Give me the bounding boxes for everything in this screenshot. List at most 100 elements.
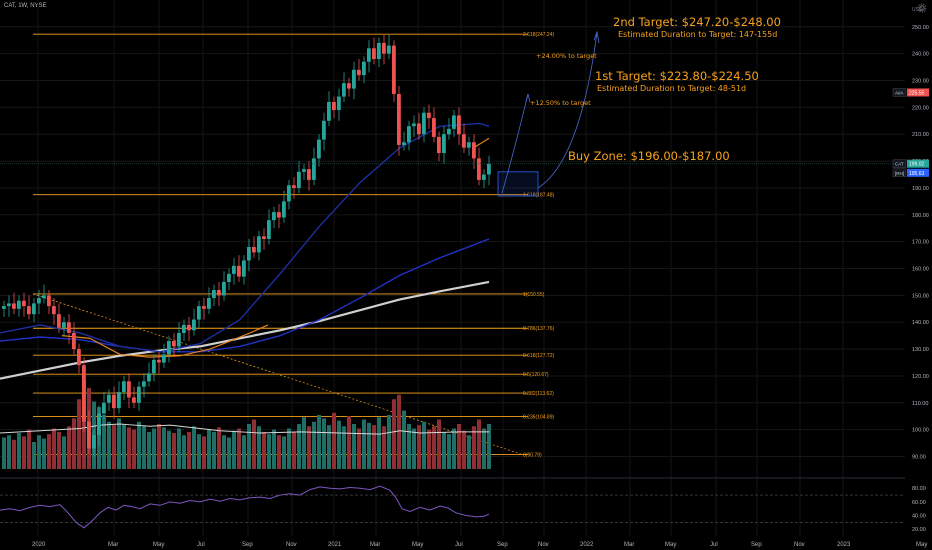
candle-body xyxy=(177,332,181,347)
volume-bar xyxy=(462,430,466,469)
target1-title: 1st Target: $223.80-$224.50 xyxy=(595,69,759,83)
ma-20-line xyxy=(61,324,269,358)
volume-bar xyxy=(387,415,391,469)
target1-arc xyxy=(501,93,529,194)
volume-bar xyxy=(2,437,6,469)
price-tag-box xyxy=(907,88,929,97)
volume-bar xyxy=(402,410,406,469)
time-tick-label: 2022 xyxy=(580,542,594,548)
currency-label: USD xyxy=(912,7,923,13)
candlesticks xyxy=(2,34,491,457)
candle-body xyxy=(462,134,466,148)
candle-body xyxy=(182,324,186,333)
time-axis: 2020 Mar May Jul Sep Nov 2021 Mar May Jul Sep Nov 20… xyxy=(32,542,927,548)
candle-body xyxy=(97,413,101,436)
candle-body xyxy=(437,136,441,154)
volume-bar xyxy=(222,435,226,469)
price-tick-label: 230.00 xyxy=(912,79,929,85)
candle-body xyxy=(37,298,41,304)
candle-body xyxy=(157,359,161,363)
volume-bars xyxy=(0,381,491,469)
volume-bar xyxy=(17,433,21,469)
price-axis: USD 90.00 100.00 110.00 120.00 130.00 140.00 15… xyxy=(892,7,929,533)
volume-bar xyxy=(342,426,346,469)
volume-bar xyxy=(192,426,196,469)
time-tick-label: Nov xyxy=(538,542,549,548)
candle-body xyxy=(422,112,426,135)
candle-body xyxy=(377,42,381,60)
pct-12-label: +12.50% to target xyxy=(530,99,591,107)
candle-body xyxy=(77,349,81,366)
price-tag-box xyxy=(907,168,929,177)
ma-100-line xyxy=(0,238,490,353)
volume-bar xyxy=(457,424,461,469)
candle-body xyxy=(252,247,256,253)
volume-bar xyxy=(432,426,436,469)
candle-body xyxy=(427,112,431,119)
volume-bar xyxy=(372,425,376,469)
time-tick-label: Sep xyxy=(242,542,253,548)
candle-body xyxy=(207,298,211,309)
pct-24-label: +24.00% to target xyxy=(536,52,597,60)
grid-lines xyxy=(0,0,905,536)
volume-bar xyxy=(202,436,206,469)
volume-bar xyxy=(72,418,76,469)
candle-body xyxy=(267,220,271,239)
candle-body xyxy=(187,324,191,331)
volume-bar xyxy=(127,427,131,469)
volume-bar xyxy=(452,428,456,469)
volume-bar xyxy=(247,424,251,469)
volume-bar xyxy=(42,438,46,469)
time-tick-label: Mar xyxy=(624,542,634,548)
settings-gear-icon[interactable] xyxy=(917,3,927,13)
volume-bar xyxy=(187,431,191,469)
fib-level-label: 0.618(127.72) xyxy=(523,353,554,359)
target2-title: 2nd Target: $247.20-$248.00 xyxy=(613,15,781,29)
price-tag-symbol-box xyxy=(892,168,907,178)
price-tag-box xyxy=(907,159,929,168)
candle-body xyxy=(232,265,236,274)
price-tag-symbol: [RH] xyxy=(895,171,904,176)
price-tick-label: 250.00 xyxy=(912,25,929,31)
buy-zone-label: Buy Zone: $196.00-$187.00 xyxy=(568,149,730,163)
time-tick-label: Mar xyxy=(108,542,118,548)
volume-bar xyxy=(102,415,106,469)
target2-duration: Estimated Duration to Target: 147-155d xyxy=(618,30,778,39)
price-tag-symbol: AVA xyxy=(895,90,903,95)
candle-body xyxy=(62,322,66,328)
candle-body xyxy=(307,169,311,180)
time-tick-label: May xyxy=(665,542,676,548)
volume-bar xyxy=(317,415,321,469)
price-tick-label: 160.00 xyxy=(912,267,929,273)
candle-body xyxy=(397,93,401,145)
volume-bar xyxy=(297,424,301,469)
time-tick-label: May xyxy=(916,542,927,548)
volume-bar xyxy=(397,394,401,469)
volume-bar xyxy=(382,426,386,469)
volume-bar xyxy=(237,428,241,469)
volume-bar xyxy=(162,427,166,469)
candle-body xyxy=(122,381,126,393)
candle-body xyxy=(387,45,391,54)
fib-level-label: 1(150.55) xyxy=(523,292,545,298)
volume-bar xyxy=(157,424,161,469)
target2-arc xyxy=(537,32,598,189)
volume-bar xyxy=(427,429,431,469)
candle-body xyxy=(482,174,486,180)
volume-bar xyxy=(52,428,56,469)
candle-body xyxy=(262,236,266,239)
candle-body xyxy=(132,397,136,403)
candle-body xyxy=(402,142,406,145)
volume-bar xyxy=(282,436,286,469)
fibonacci-levels: 2.618(247.24) 1.618(187.48) 1(150.55) 0.786… xyxy=(32,32,554,458)
time-tick-label: 2023 xyxy=(837,542,851,548)
time-tick-label: Nov xyxy=(794,542,805,548)
candle-body xyxy=(32,303,36,315)
candle-body xyxy=(27,306,31,315)
fib-level-label: 0(90.79) xyxy=(523,452,542,458)
fib-level-label: 1.618(187.48) xyxy=(523,193,554,199)
volume-bar xyxy=(252,419,256,469)
candle-body xyxy=(322,120,326,140)
candle-body xyxy=(227,273,231,282)
